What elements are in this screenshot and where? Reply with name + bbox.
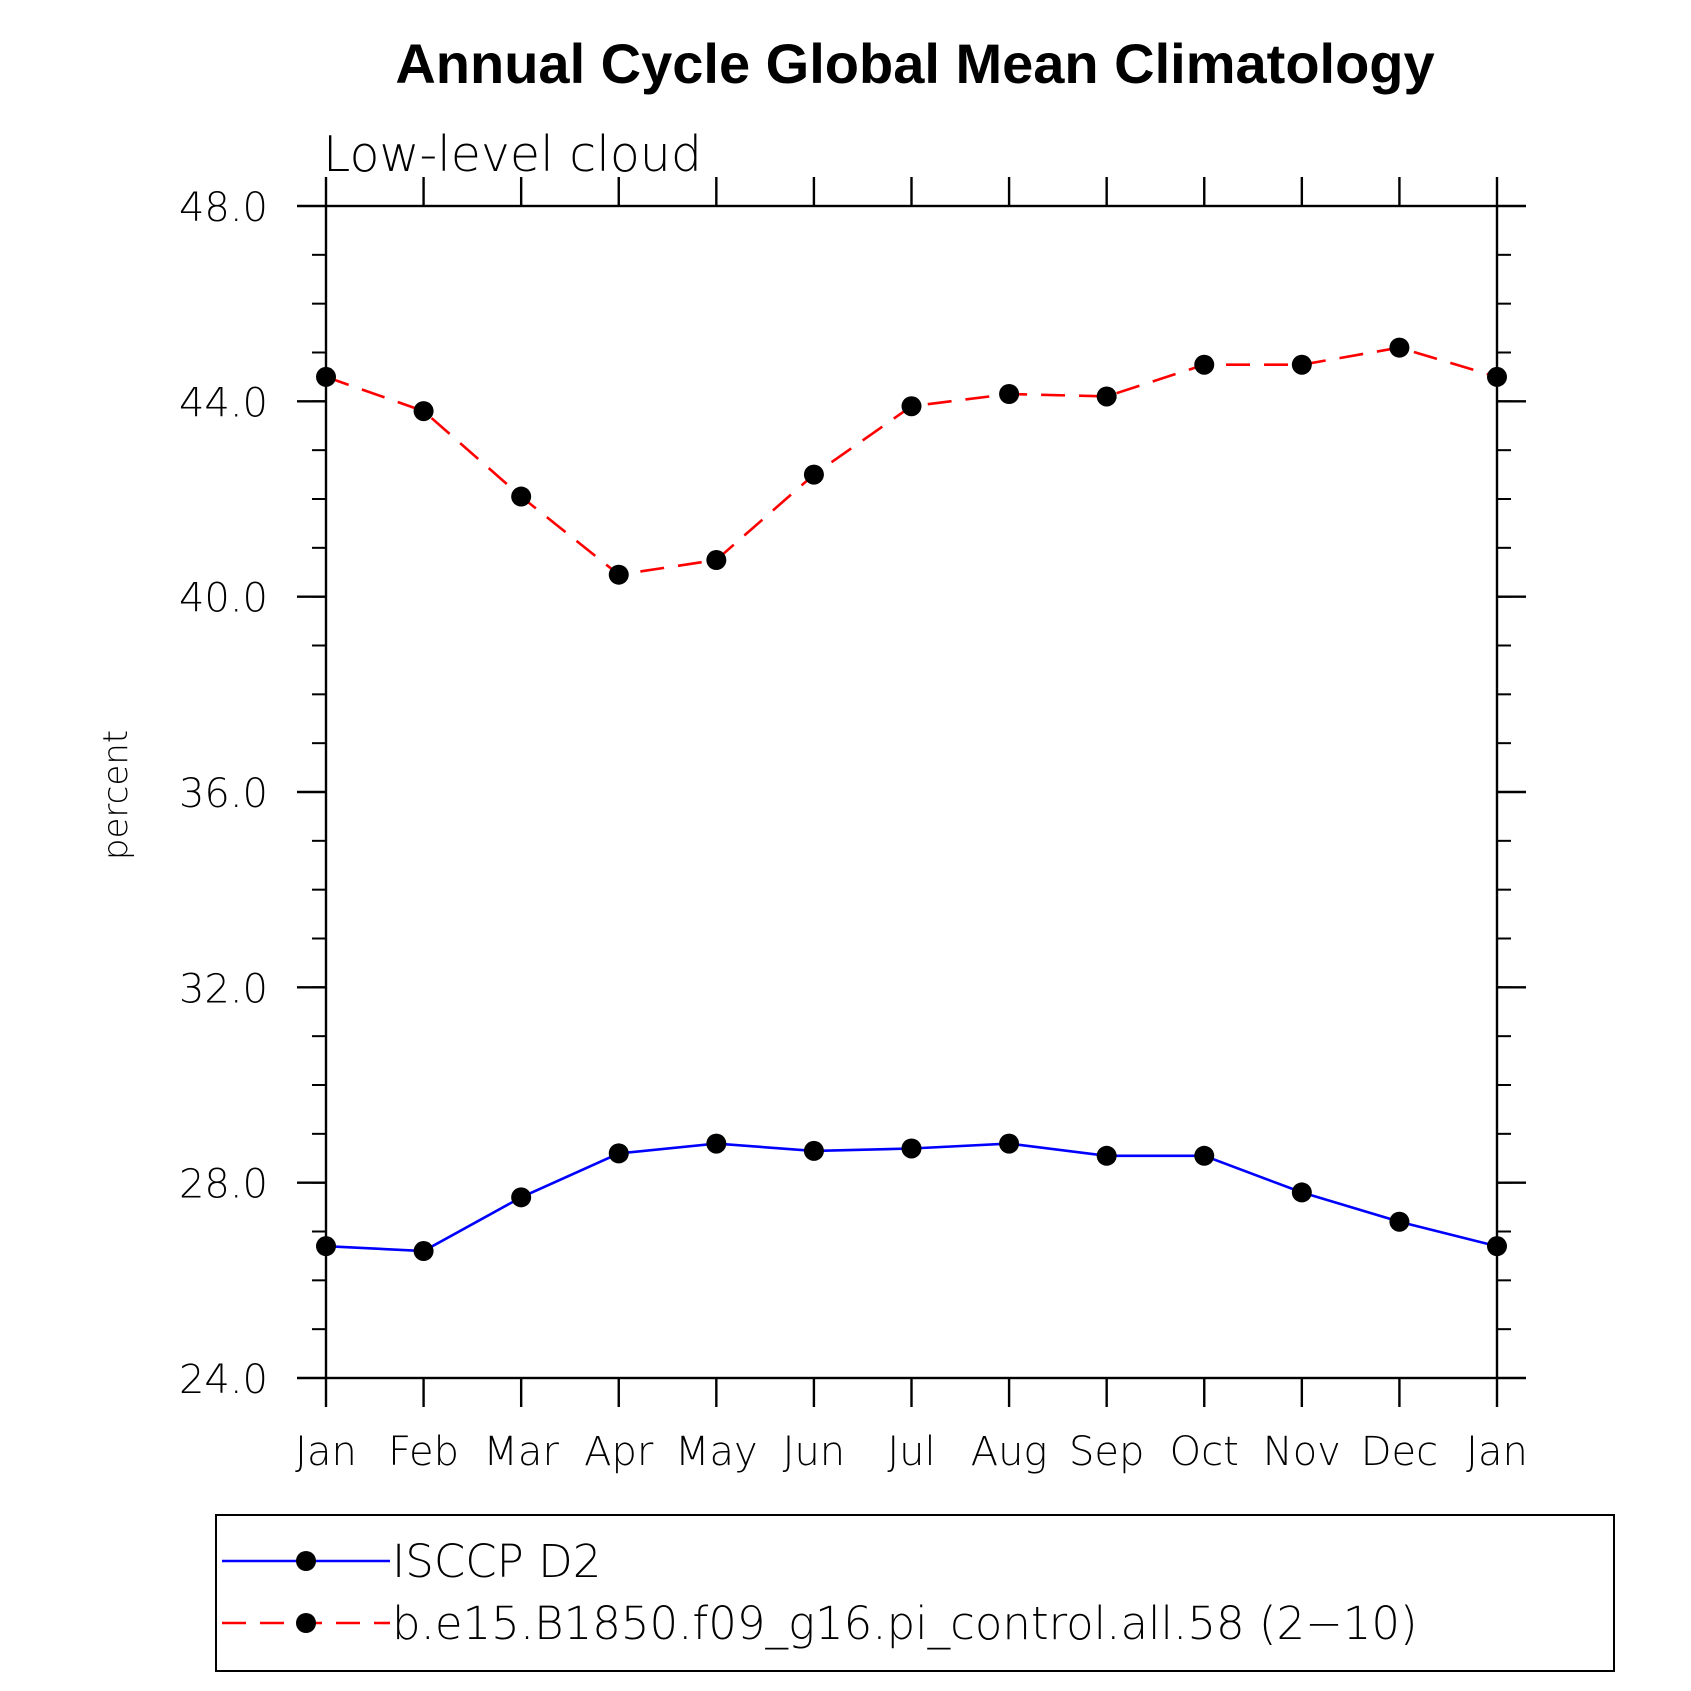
y-tick-label: 48.0	[179, 185, 268, 231]
series-line-2	[325, 346, 1498, 577]
series-2-point	[901, 396, 922, 417]
series-2-point	[803, 464, 824, 485]
series-2-point	[1291, 354, 1312, 375]
series-1-point	[803, 1140, 824, 1161]
series-2-point	[1096, 386, 1117, 407]
x-tick-label: Jul	[887, 1429, 935, 1475]
legend-label-1: ISCCP D2	[392, 1535, 601, 1588]
series-2-point	[999, 384, 1020, 405]
y-axis-label: percent	[96, 730, 136, 860]
series-1-point	[1389, 1211, 1410, 1232]
y-tick-label: 40.0	[179, 576, 268, 622]
series-line-1	[325, 1142, 1498, 1253]
series-1-point	[999, 1133, 1020, 1154]
series-1-point	[316, 1236, 336, 1257]
x-tick-label: Mar	[483, 1429, 559, 1475]
y-tick-label: 32.0	[179, 966, 268, 1012]
series-1-point	[1194, 1145, 1215, 1166]
plot-axes: 24.0 28.0 32.0 36.0 40.0 44.0 48.0 Jan Feb Mar Apr…	[179, 177, 1528, 1475]
series-1-point	[1291, 1182, 1312, 1203]
legend-box	[215, 1514, 1615, 1672]
plot-frame	[324, 204, 1499, 1380]
x-tick-label: Oct	[1170, 1429, 1239, 1475]
series-1-point	[706, 1133, 727, 1154]
y-tick-label: 44.0	[179, 380, 268, 426]
legend: ISCCP D2 b.e15.B1850.f09_g16.pi_control.a…	[215, 1514, 1615, 1672]
legend-marker-1	[296, 1551, 316, 1571]
series-1-point	[413, 1241, 434, 1262]
x-tick-label: Nov	[1263, 1429, 1341, 1475]
series-2-point	[1487, 366, 1507, 387]
plot-series	[316, 337, 1507, 1262]
x-tick-label: Apr	[584, 1429, 654, 1475]
x-tick-label: Jan	[295, 1429, 357, 1475]
x-tick-label: Aug	[971, 1429, 1048, 1475]
series-1-point	[608, 1143, 629, 1164]
series-2-point	[413, 401, 434, 422]
x-tick-label: Sep	[1069, 1429, 1144, 1475]
series-1-point	[1096, 1145, 1117, 1166]
series-1-point	[901, 1138, 922, 1159]
series-1-point	[511, 1187, 532, 1208]
legend-marker-2	[296, 1613, 316, 1633]
y-tick-label: 28.0	[179, 1162, 268, 1208]
y-tick-label: 24.0	[179, 1357, 268, 1403]
chart-title: Annual Cycle Global Mean Climatology	[395, 32, 1434, 95]
series-2-point	[316, 366, 336, 387]
y-tick-label: 36.0	[179, 771, 268, 817]
x-tick-label: Dec	[1361, 1429, 1438, 1475]
x-tick-label: Jan	[1466, 1429, 1528, 1475]
series-2-point	[706, 550, 727, 571]
x-tick-label: Feb	[388, 1429, 459, 1475]
series-2-point	[608, 564, 629, 585]
legend-label-2: b.e15.B1850.f09_g16.pi_control.all.58 (2…	[392, 1597, 1418, 1650]
series-2-point	[1194, 354, 1215, 375]
x-tick-label: Jun	[783, 1429, 846, 1475]
series-2-point	[511, 486, 532, 507]
chart-subtitle: Low-level cloud	[323, 126, 702, 183]
series-2-point	[1389, 337, 1410, 358]
x-tick-label: May	[675, 1429, 758, 1475]
series-1-point	[1487, 1236, 1507, 1257]
